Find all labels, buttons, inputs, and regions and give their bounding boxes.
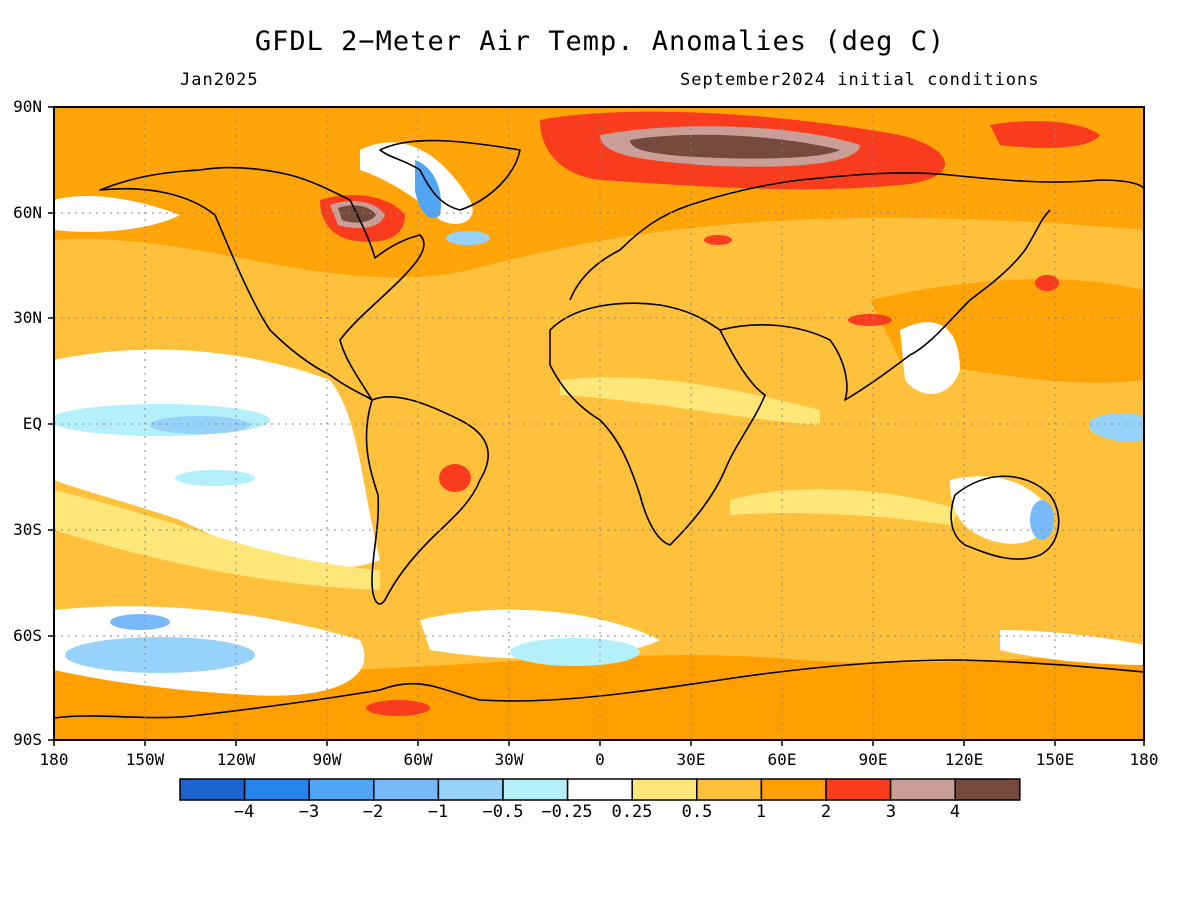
colorbar-cell: [631, 778, 698, 801]
initial-conditions-label: September2024 initial conditions: [680, 70, 1040, 90]
colorbar-cell: [373, 778, 440, 801]
colorbar-label: 4: [949, 802, 961, 822]
colorbar-cell: [437, 778, 504, 801]
colorbar-label: −4: [233, 802, 255, 822]
axis-ticks: [48, 106, 1145, 746]
lon-label: 120E: [944, 750, 984, 769]
colorbar-label: −3: [298, 802, 320, 822]
colorbar-label: 3: [885, 802, 897, 822]
lat-label-30n: 30N: [13, 308, 42, 327]
colorbar-label: 0.5: [681, 802, 713, 822]
lon-label: 180: [39, 750, 69, 769]
colorbar-cell: [954, 778, 1021, 801]
map-title: GFDL 2−Meter Air Temp. Anomalies (deg C): [254, 26, 946, 57]
south-america-coast: [365, 396, 489, 605]
valid-month-label: Jan2025: [180, 70, 259, 90]
lon-label: 90W: [312, 750, 342, 769]
australia-coast: [950, 475, 1060, 560]
colorbar-label: −1: [427, 802, 449, 822]
graticule: [54, 107, 1144, 740]
colorbar-label: −0.25: [541, 802, 593, 822]
colorbar: [179, 778, 1021, 801]
lon-label: 60E: [767, 750, 797, 769]
colorbar-label: −2: [362, 802, 384, 822]
colorbar-cell: [696, 778, 763, 801]
lon-label: 150E: [1035, 750, 1075, 769]
lon-label: 30E: [676, 750, 706, 769]
colorbar-label: −0.5: [482, 802, 524, 822]
lon-label: 120W: [216, 750, 256, 769]
colorbar-cell: [760, 778, 827, 801]
greenland-coast: [379, 139, 521, 211]
lon-label: 30W: [494, 750, 524, 769]
colorbar-cell: [179, 778, 246, 801]
colorbar-label: 0.25: [611, 802, 653, 822]
colorbar-cell: [825, 778, 892, 801]
lon-label: 180: [1129, 750, 1159, 769]
colorbar-label: 2: [820, 802, 832, 822]
colorbar-cell: [889, 778, 956, 801]
coastlines: [54, 139, 1144, 719]
north-america-coast: [99, 166, 425, 401]
antarctica-coast: [54, 659, 1144, 719]
lat-label-eq: EQ: [22, 414, 42, 433]
colorbar-cell: [308, 778, 375, 801]
colorbar-cell: [502, 778, 569, 801]
lat-label-90s: 90S: [13, 730, 42, 749]
lat-label-60s: 60S: [13, 626, 42, 645]
lat-label-90n: 90N: [13, 97, 42, 116]
asia-coast: [719, 209, 1051, 401]
colorbar-cell: [243, 778, 310, 801]
lon-label: 60W: [403, 750, 433, 769]
europe-coast: [569, 172, 1144, 301]
lat-label-30s: 30S: [13, 520, 42, 539]
lon-label: 90E: [858, 750, 888, 769]
lon-label: 150W: [125, 750, 165, 769]
lon-label: 0: [595, 750, 605, 769]
lat-label-60n: 60N: [13, 203, 42, 222]
colorbar-label: 1: [755, 802, 767, 822]
anomaly-field: [54, 107, 1144, 740]
colorbar-cell: [566, 778, 633, 801]
africa-coast: [549, 302, 766, 546]
